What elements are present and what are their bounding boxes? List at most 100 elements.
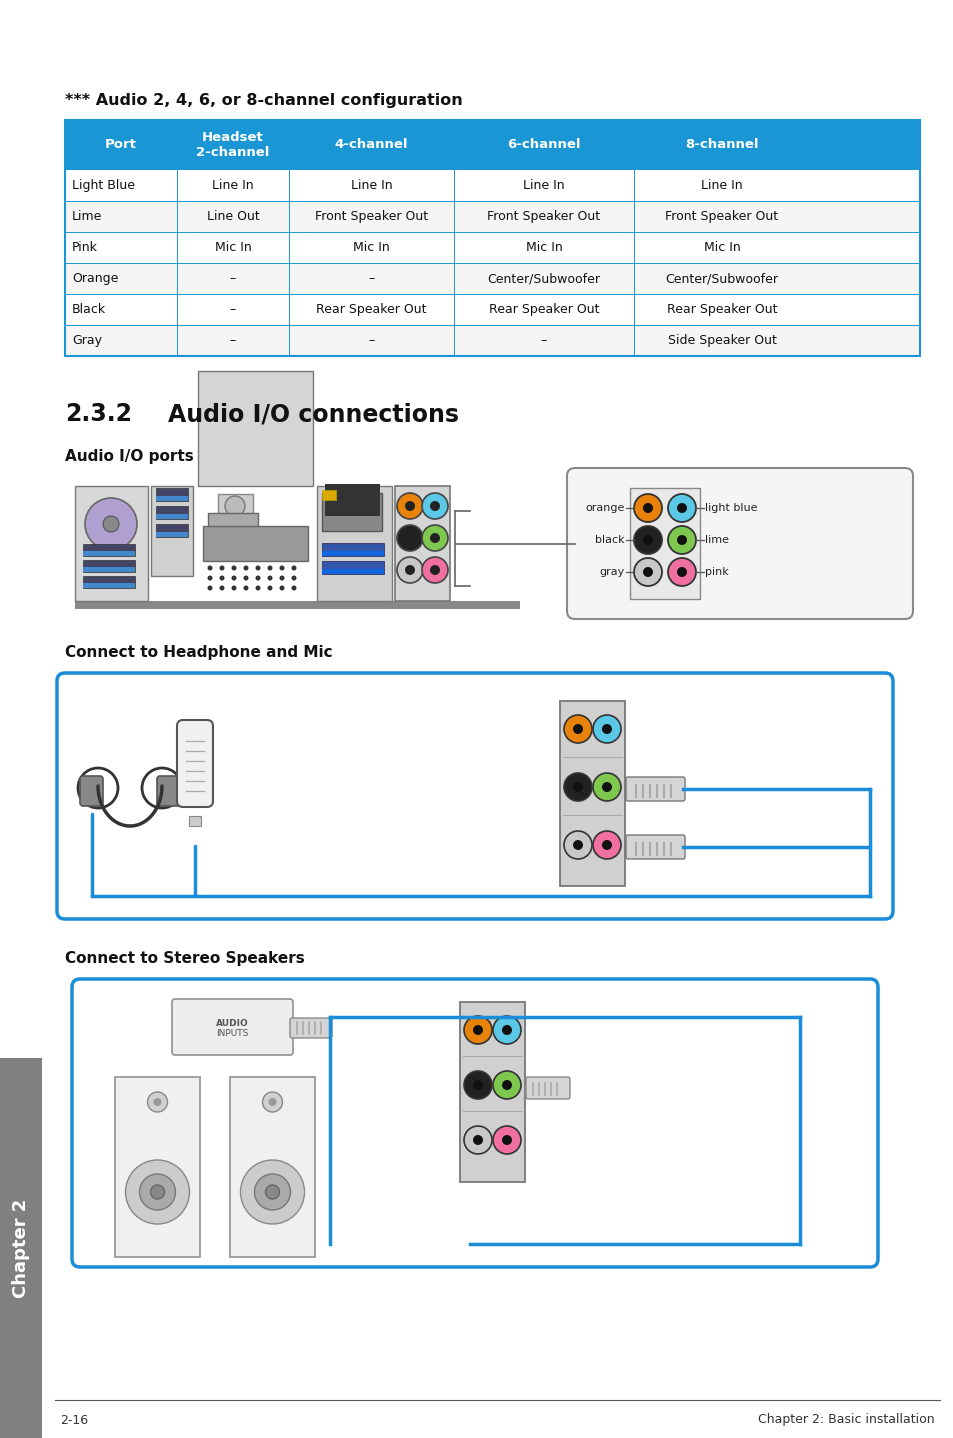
Text: Front Speaker Out: Front Speaker Out <box>487 210 600 223</box>
Circle shape <box>208 565 213 571</box>
Bar <box>65 293 919 325</box>
Circle shape <box>405 500 415 510</box>
Text: Rear Speaker Out: Rear Speaker Out <box>488 303 598 316</box>
Bar <box>156 513 188 519</box>
Circle shape <box>634 526 661 554</box>
Circle shape <box>103 516 119 532</box>
Text: –: – <box>368 334 375 347</box>
Bar <box>75 601 519 610</box>
Bar <box>83 559 135 572</box>
Text: Center/Subwoofer: Center/Subwoofer <box>487 272 599 285</box>
Circle shape <box>267 575 273 581</box>
Circle shape <box>430 533 439 544</box>
Circle shape <box>677 535 686 545</box>
Text: black: black <box>595 535 624 545</box>
Circle shape <box>473 1080 482 1090</box>
Text: Connect to Stereo Speakers: Connect to Stereo Speakers <box>65 952 304 966</box>
Bar <box>198 371 313 486</box>
Bar <box>156 506 188 519</box>
Circle shape <box>232 575 236 581</box>
Circle shape <box>421 525 448 551</box>
Circle shape <box>225 496 245 516</box>
FancyBboxPatch shape <box>625 777 684 801</box>
Bar <box>459 1002 524 1182</box>
Circle shape <box>148 1091 168 1112</box>
FancyBboxPatch shape <box>172 999 293 1055</box>
Circle shape <box>208 585 213 591</box>
Bar <box>83 582 135 588</box>
Circle shape <box>219 565 224 571</box>
FancyBboxPatch shape <box>177 720 213 807</box>
Circle shape <box>243 575 248 581</box>
Circle shape <box>573 723 582 733</box>
Circle shape <box>463 1071 492 1099</box>
Bar <box>65 170 919 201</box>
Text: –: – <box>230 334 236 347</box>
Circle shape <box>430 565 439 575</box>
Circle shape <box>405 533 415 544</box>
Circle shape <box>232 585 236 591</box>
Text: Headset
2-channel: Headset 2-channel <box>196 131 270 160</box>
Text: *** Audio 2, 4, 6, or 8-channel configuration: *** Audio 2, 4, 6, or 8-channel configur… <box>65 92 462 108</box>
Text: AUDIO: AUDIO <box>216 1020 249 1028</box>
Bar <box>322 544 384 557</box>
Text: pink: pink <box>704 567 728 577</box>
Bar <box>65 263 919 293</box>
Bar <box>322 490 335 500</box>
Circle shape <box>396 493 422 519</box>
Text: Gray: Gray <box>71 334 102 347</box>
Circle shape <box>265 1185 279 1199</box>
Text: –: – <box>368 272 375 285</box>
Circle shape <box>292 585 296 591</box>
Bar <box>208 513 257 531</box>
Bar <box>65 232 919 263</box>
Bar <box>316 486 392 601</box>
FancyBboxPatch shape <box>625 835 684 858</box>
Bar <box>75 486 148 601</box>
Bar <box>559 700 624 886</box>
Text: Port: Port <box>105 138 137 151</box>
Text: Line In: Line In <box>351 178 392 193</box>
Bar <box>156 496 188 500</box>
Bar <box>83 577 135 588</box>
Text: Line Out: Line Out <box>207 210 259 223</box>
Bar <box>218 495 253 519</box>
Circle shape <box>601 840 612 850</box>
Bar <box>65 201 919 232</box>
Circle shape <box>501 1080 512 1090</box>
Circle shape <box>243 585 248 591</box>
Circle shape <box>642 567 652 577</box>
Text: light blue: light blue <box>704 503 757 513</box>
Circle shape <box>267 585 273 591</box>
Circle shape <box>151 1185 164 1199</box>
Bar <box>629 487 700 600</box>
Circle shape <box>563 715 592 743</box>
Text: 8-channel: 8-channel <box>684 138 758 151</box>
Text: Rear Speaker Out: Rear Speaker Out <box>666 303 777 316</box>
Text: Chapter 2: Chapter 2 <box>12 1198 30 1297</box>
Text: gray: gray <box>599 567 624 577</box>
Circle shape <box>85 498 137 549</box>
Text: Pink: Pink <box>71 242 98 255</box>
Text: Chapter 2: Basic installation: Chapter 2: Basic installation <box>758 1414 934 1426</box>
Text: Black: Black <box>71 303 106 316</box>
Circle shape <box>501 1135 512 1145</box>
Circle shape <box>563 774 592 801</box>
Bar <box>65 325 919 357</box>
FancyBboxPatch shape <box>157 777 180 807</box>
Text: INPUTS: INPUTS <box>216 1030 249 1038</box>
Circle shape <box>493 1017 520 1044</box>
Circle shape <box>405 565 415 575</box>
Text: Rear Speaker Out: Rear Speaker Out <box>315 303 426 316</box>
FancyBboxPatch shape <box>290 1018 332 1038</box>
Circle shape <box>601 782 612 792</box>
Circle shape <box>430 500 439 510</box>
Circle shape <box>219 585 224 591</box>
Bar <box>203 526 308 561</box>
Text: Lime: Lime <box>71 210 102 223</box>
Circle shape <box>667 526 696 554</box>
Circle shape <box>667 495 696 522</box>
Bar <box>156 487 188 500</box>
Bar <box>322 561 384 574</box>
Circle shape <box>563 831 592 858</box>
